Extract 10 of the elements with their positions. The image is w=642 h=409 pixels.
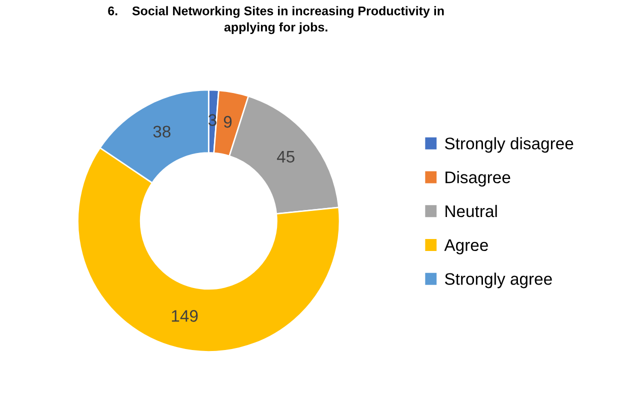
legend-label: Neutral <box>446 204 497 218</box>
data-label: 149 <box>172 310 198 322</box>
data-label: 45 <box>276 150 294 163</box>
data-label: 9 <box>224 116 232 128</box>
legend-label: Strongly agree <box>444 272 552 288</box>
legend-label: Strongly disagree <box>444 137 574 153</box>
legend-label: Disagree <box>446 171 510 187</box>
legend-label: Agree <box>444 239 488 254</box>
chart-title: 6. Social Networking Sites in increasing Productivity in applying for jobs. <box>108 6 444 34</box>
data-label: 38 <box>153 126 170 138</box>
